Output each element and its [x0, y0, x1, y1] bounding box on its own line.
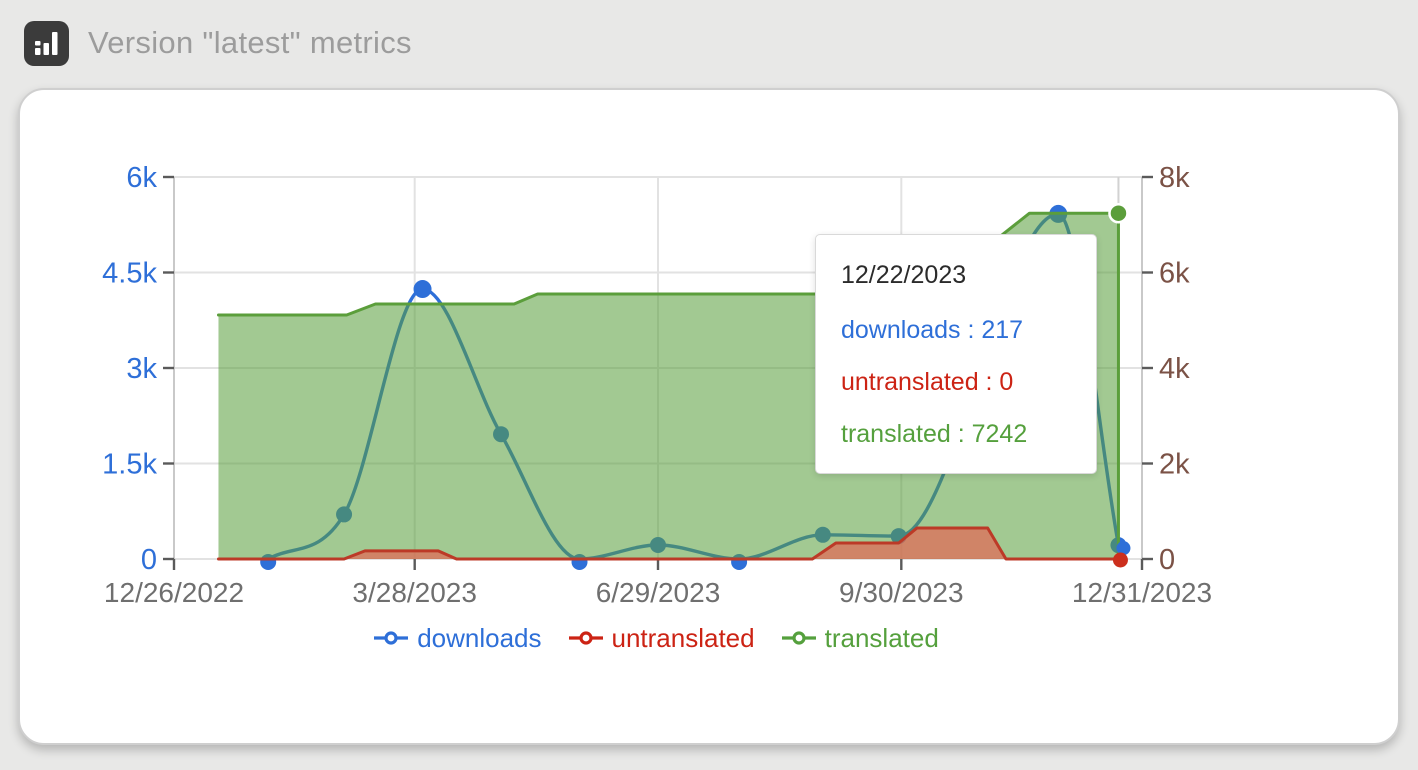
legend-item-translated[interactable]: translated — [781, 623, 939, 654]
svg-text:9/30/2023: 9/30/2023 — [839, 577, 964, 608]
legend-marker-translated — [781, 631, 816, 645]
legend-marker-untranslated — [568, 631, 603, 645]
svg-text:1.5k: 1.5k — [102, 449, 157, 481]
axes — [163, 175, 1153, 570]
svg-text:12/26/2022: 12/26/2022 — [104, 577, 244, 608]
page-header: Version "latest" metrics — [0, 0, 1418, 88]
svg-text:2k: 2k — [1159, 449, 1190, 481]
legend-label: translated — [824, 622, 939, 653]
svg-text:0: 0 — [141, 544, 157, 576]
page-title: Version "latest" metrics — [88, 25, 412, 60]
legend-marker-downloads — [374, 631, 409, 645]
tooltip-row-untranslated: untranslated : 0 — [841, 368, 1014, 396]
svg-text:4k: 4k — [1159, 353, 1190, 385]
svg-text:3k: 3k — [126, 353, 157, 385]
legend-item-untranslated[interactable]: untranslated — [568, 623, 755, 654]
svg-text:4.5k: 4.5k — [102, 258, 157, 290]
metrics-card: 0 1.5k 3k 4.5k 6k 0 2k 4k 6k 8k 12/26/2022 3/28/202… — [18, 88, 1400, 745]
tooltip-row-downloads: downloads : 217 — [841, 316, 1024, 344]
svg-text:12/31/2023: 12/31/2023 — [1072, 577, 1212, 608]
axis-labels: 0 1.5k 3k 4.5k 6k 0 2k 4k 6k 8k 12/26/2022 3/28/202… — [102, 162, 1212, 608]
legend-label: untranslated — [611, 622, 755, 653]
svg-text:8k: 8k — [1159, 162, 1190, 194]
svg-text:3/28/2023: 3/28/2023 — [352, 577, 477, 608]
series-untranslated — [216, 526, 1120, 561]
legend-label: downloads — [417, 622, 542, 653]
chart-legend: downloads untranslated translated — [20, 620, 1345, 656]
svg-text:6k: 6k — [1159, 258, 1190, 290]
bar-chart-icon — [24, 21, 69, 66]
svg-text:6/29/2023: 6/29/2023 — [596, 577, 721, 608]
svg-text:6k: 6k — [126, 162, 157, 194]
chart-tooltip: 12/22/2023 downloads : 217 untranslated … — [815, 234, 1097, 474]
tooltip-row-translated: translated : 7242 — [841, 420, 1028, 448]
hover-markers — [1108, 177, 1131, 568]
tooltip-date: 12/22/2023 — [841, 261, 967, 289]
legend-item-downloads[interactable]: downloads — [373, 622, 542, 654]
svg-text:0: 0 — [1159, 544, 1175, 576]
